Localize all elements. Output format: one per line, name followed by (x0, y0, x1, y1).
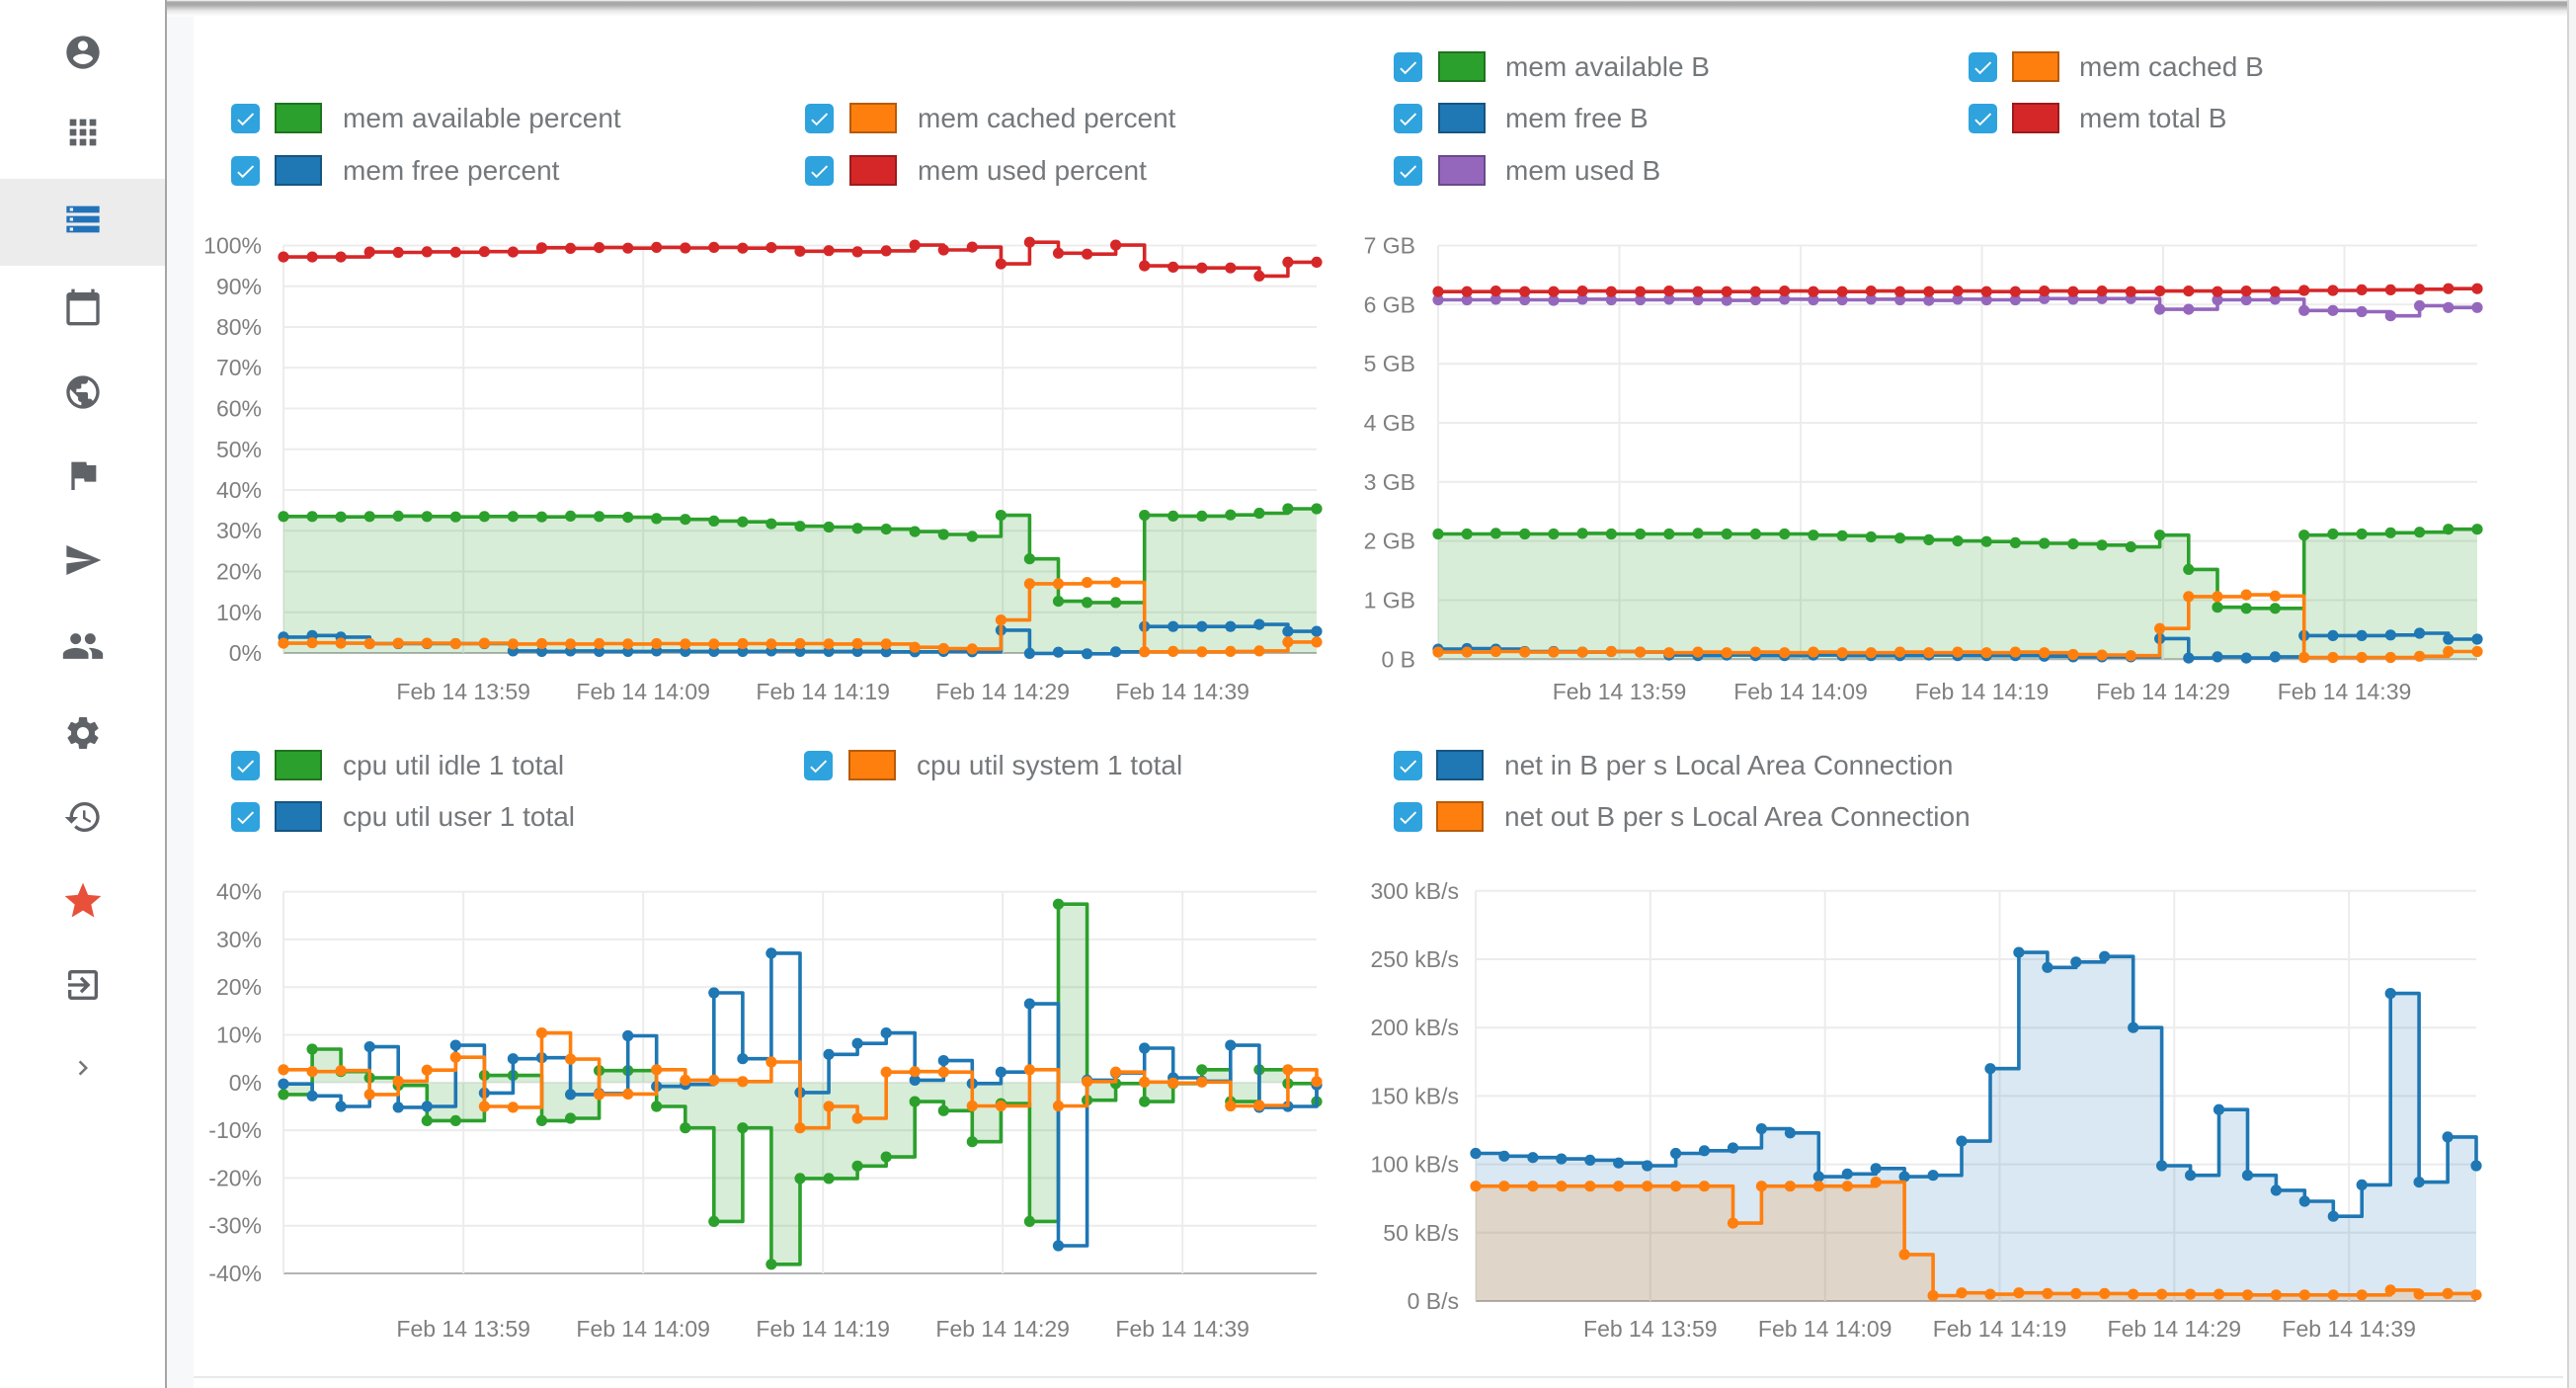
svg-text:20%: 20% (216, 974, 262, 1000)
svg-text:-10%: -10% (208, 1117, 262, 1143)
svg-text:Feb 14 13:59: Feb 14 13:59 (1583, 1316, 1718, 1342)
svg-text:6 GB: 6 GB (1364, 291, 1415, 317)
svg-text:100 kB/s: 100 kB/s (1371, 1152, 1460, 1178)
svg-text:30%: 30% (216, 927, 262, 952)
svg-text:Feb 14 14:09: Feb 14 14:09 (1758, 1316, 1892, 1342)
svg-text:Feb 14 14:29: Feb 14 14:29 (935, 1316, 1070, 1342)
svg-text:20%: 20% (216, 559, 262, 585)
svg-text:Feb 14 14:29: Feb 14 14:29 (935, 679, 1070, 704)
svg-text:3 GB: 3 GB (1364, 469, 1415, 495)
svg-text:1 GB: 1 GB (1364, 588, 1415, 613)
svg-text:50 kB/s: 50 kB/s (1383, 1220, 1459, 1246)
svg-text:5 GB: 5 GB (1364, 351, 1415, 376)
svg-text:Feb 14 13:59: Feb 14 13:59 (396, 1316, 530, 1342)
svg-text:250 kB/s: 250 kB/s (1371, 946, 1460, 972)
svg-text:-30%: -30% (208, 1213, 262, 1239)
svg-text:90%: 90% (216, 274, 262, 299)
svg-text:Feb 14 14:39: Feb 14 14:39 (2278, 679, 2412, 704)
svg-text:Feb 14 14:19: Feb 14 14:19 (756, 1316, 890, 1342)
svg-text:Feb 14 14:39: Feb 14 14:39 (1115, 1316, 1249, 1342)
svg-text:80%: 80% (216, 314, 262, 340)
svg-text:200 kB/s: 200 kB/s (1371, 1015, 1460, 1040)
svg-text:Feb 14 14:09: Feb 14 14:09 (1733, 679, 1868, 704)
svg-text:Feb 14 14:19: Feb 14 14:19 (1933, 1316, 2067, 1342)
svg-text:-20%: -20% (208, 1165, 262, 1190)
svg-text:Feb 14 13:59: Feb 14 13:59 (1553, 679, 1687, 704)
svg-text:0 B: 0 B (1381, 646, 1415, 672)
svg-text:70%: 70% (216, 355, 262, 380)
svg-text:300 kB/s: 300 kB/s (1371, 878, 1460, 904)
svg-text:150 kB/s: 150 kB/s (1371, 1083, 1460, 1108)
svg-text:4 GB: 4 GB (1364, 410, 1415, 436)
svg-text:7 GB: 7 GB (1364, 233, 1415, 259)
svg-text:Feb 14 13:59: Feb 14 13:59 (396, 679, 530, 704)
svg-text:50%: 50% (216, 437, 262, 462)
svg-text:Feb 14 14:09: Feb 14 14:09 (576, 1316, 710, 1342)
svg-text:40%: 40% (216, 477, 262, 503)
svg-text:Feb 14 14:29: Feb 14 14:29 (2108, 1316, 2242, 1342)
svg-text:Feb 14 14:19: Feb 14 14:19 (756, 679, 890, 704)
svg-text:100%: 100% (203, 233, 262, 259)
svg-text:Feb 14 14:09: Feb 14 14:09 (576, 679, 710, 704)
svg-text:10%: 10% (216, 600, 262, 625)
svg-text:30%: 30% (216, 518, 262, 543)
svg-text:Feb 14 14:39: Feb 14 14:39 (2282, 1316, 2416, 1342)
svg-text:60%: 60% (216, 396, 262, 422)
svg-text:0 B/s: 0 B/s (1408, 1288, 1459, 1314)
svg-text:2 GB: 2 GB (1364, 529, 1415, 554)
svg-text:0%: 0% (229, 1070, 262, 1096)
svg-text:Feb 14 14:19: Feb 14 14:19 (1915, 679, 2050, 704)
svg-text:Feb 14 14:39: Feb 14 14:39 (1115, 679, 1249, 704)
svg-text:0%: 0% (229, 640, 262, 666)
svg-text:-40%: -40% (208, 1261, 262, 1286)
svg-text:40%: 40% (216, 879, 262, 905)
svg-text:10%: 10% (216, 1022, 262, 1048)
svg-text:Feb 14 14:29: Feb 14 14:29 (2096, 679, 2230, 704)
